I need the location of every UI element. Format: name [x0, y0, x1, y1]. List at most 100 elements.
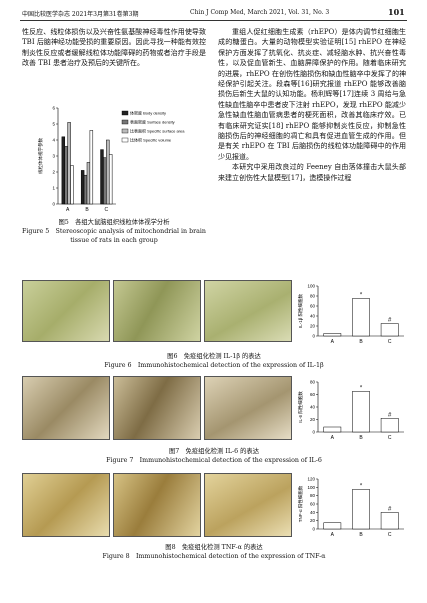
bar — [89, 130, 94, 205]
bar — [380, 323, 399, 337]
micrograph — [113, 280, 201, 342]
significance-mark: * — [360, 385, 363, 391]
bar — [86, 162, 91, 205]
page-number: 101 — [388, 7, 405, 17]
bar — [323, 522, 342, 530]
bar — [83, 174, 88, 205]
micrograph — [22, 280, 110, 342]
y-tick-label: 0 — [312, 430, 315, 435]
caption-cn: 图7 免疫组化检测 IL-6 的表达 — [168, 448, 260, 455]
x-tick-label: C — [388, 435, 392, 441]
x-tick-label: C — [388, 532, 392, 538]
bar — [70, 165, 74, 205]
x-tick-label: A — [331, 435, 335, 441]
significance-mark: # — [388, 318, 392, 324]
x-tick-label: B — [359, 339, 363, 345]
x-tick-label: C — [388, 339, 392, 345]
y-tick-label: 6 — [52, 106, 55, 111]
bar — [352, 489, 370, 530]
y-tick-label: 0 — [52, 202, 55, 207]
x-tick-label: A — [331, 339, 335, 345]
y-tick-label: 60 — [310, 392, 316, 397]
legend-label: 比表面积 Specific surface area — [130, 128, 185, 134]
y-tick-label: 20 — [310, 518, 316, 523]
figure-6-images — [22, 280, 292, 342]
micrograph — [204, 376, 292, 440]
x-tick-label: A — [331, 532, 335, 538]
legend-label: 表面密度 Surface density — [130, 119, 175, 125]
paragraph: 本研究中采用改良过的 Feeney 自由落体撞击大鼠头部来建立创伤性大鼠模型[1… — [218, 163, 406, 182]
micrograph — [204, 280, 292, 342]
y-tick-label: 1 — [52, 186, 55, 191]
caption-en: Figure 5 Stereoscopic analysis of mitoch… — [22, 228, 206, 244]
legend-swatch — [121, 128, 129, 134]
bar — [323, 426, 342, 433]
journal-en: Chin J Comp Med, March 2021, Vol. 31, No… — [190, 9, 330, 16]
significance-mark: # — [388, 506, 392, 512]
significance-mark: * — [360, 293, 363, 299]
y-tick-label: 80 — [310, 380, 316, 385]
significance-mark: # — [388, 412, 392, 418]
figure-8-chart: TNF-α 阳性细胞数 0 20 40 60 80 100 120 A B * C # — [297, 477, 404, 538]
left-column: 性反应、线粒体损伤以及兴奋性氨基酸神经毒性作用使导致 TBI 后脑神经功能受损的… — [22, 27, 206, 69]
bar — [352, 298, 370, 337]
x-tick-label: C — [105, 207, 109, 213]
caption-en: Figure 6 Immunohistochemical detection o… — [104, 362, 324, 369]
bar — [380, 512, 399, 530]
micrograph — [22, 473, 110, 537]
significance-mark: * — [360, 483, 363, 489]
y-tick-label: 20 — [310, 417, 316, 422]
x-tick-label: B — [359, 435, 363, 441]
bar — [80, 170, 85, 205]
header-rule — [20, 20, 407, 21]
figure-6-caption: 图6 免疫组化检测 IL-1β 的表达 Figure 6 Immunohisto… — [22, 352, 406, 370]
micrograph — [204, 473, 292, 537]
figure-7-caption: 图7 免疫组化检测 IL-6 的表达 Figure 7 Immunohistoc… — [22, 447, 406, 465]
right-column: 重组人促红细胞生成素（rhEPO）是体内调节红细胞生成的糖蛋白。大量的动物模型实… — [218, 27, 406, 183]
y-tick-label: 2 — [52, 170, 55, 175]
paragraph: 性反应、线粒体损伤以及兴奋性氨基酸神经毒性作用使导致 TBI 后脑神经功能受损的… — [22, 28, 206, 68]
y-axis-label: TNF-α 阳性细胞数 — [297, 485, 304, 522]
x-tick-label: B — [359, 532, 363, 538]
bar — [323, 333, 342, 337]
y-axis-label: IL-1β 阳性细胞数 — [297, 293, 304, 328]
x-tick-label: B — [85, 207, 89, 213]
micrograph — [22, 376, 110, 440]
micrograph — [113, 473, 201, 537]
caption-en: Figure 8 Immunohistochemical detection o… — [102, 553, 326, 560]
y-tick-label: 40 — [310, 510, 316, 515]
y-tick-label: 4 — [52, 138, 55, 143]
y-axis-label: IL-6 阳性细胞数 — [297, 391, 304, 423]
legend-label: 比体积 Specific volume — [130, 137, 172, 143]
figure-6-chart: IL-1β 阳性细胞数 0 20 40 60 80 100 A B * C # — [297, 284, 404, 345]
y-tick-label: 100 — [307, 284, 315, 289]
y-tick-label: 60 — [310, 502, 316, 507]
paragraph: 重组人促红细胞生成素（rhEPO）是体内调节红细胞生成的糖蛋白。大量的动物模型实… — [218, 28, 406, 161]
bar — [352, 391, 370, 433]
y-axis-label: 线粒体体视学参数 — [37, 138, 44, 174]
legend-swatch — [121, 119, 129, 125]
bar — [64, 146, 68, 205]
bar — [108, 154, 113, 205]
y-tick-label: 40 — [310, 314, 316, 319]
caption-cn: 图5 各组大鼠脑组织线粒体体视学分析 — [58, 219, 170, 226]
y-tick-label: 80 — [310, 294, 316, 299]
figure-8-caption: 图8 免疫组化检测 TNF-α 的表达 Figure 8 Immunohisto… — [22, 543, 406, 561]
figure-5-caption: 图5 各组大鼠脑组织线粒体体视学分析 Figure 5 Stereoscopic… — [22, 218, 206, 245]
y-tick-label: 60 — [310, 304, 316, 309]
caption-cn: 图8 免疫组化检测 TNF-α 的表达 — [165, 544, 263, 551]
y-tick-label: 120 — [307, 477, 315, 482]
figure-8-images — [22, 473, 292, 537]
legend-swatch — [121, 110, 129, 116]
caption-cn: 图6 免疫组化检测 IL-1β 的表达 — [167, 353, 261, 360]
journal-cn: 中国比较医学杂志 2021年3月第31卷第3期 — [22, 11, 139, 18]
figure-7-images — [22, 376, 292, 440]
y-tick-label: 5 — [52, 122, 55, 127]
figure-7-chart: IL-6 阳性细胞数 0 20 40 60 80 A B * C # — [297, 380, 404, 441]
bar — [67, 122, 71, 205]
x-tick-label: A — [66, 207, 70, 213]
legend-label: 体密度 Body density — [130, 110, 166, 116]
bar — [106, 139, 110, 205]
figure-5-chart: 线粒体体视学参数 0 1 2 3 4 5 6 A B C 体密度 Body density 表面密度 S… — [37, 106, 185, 214]
